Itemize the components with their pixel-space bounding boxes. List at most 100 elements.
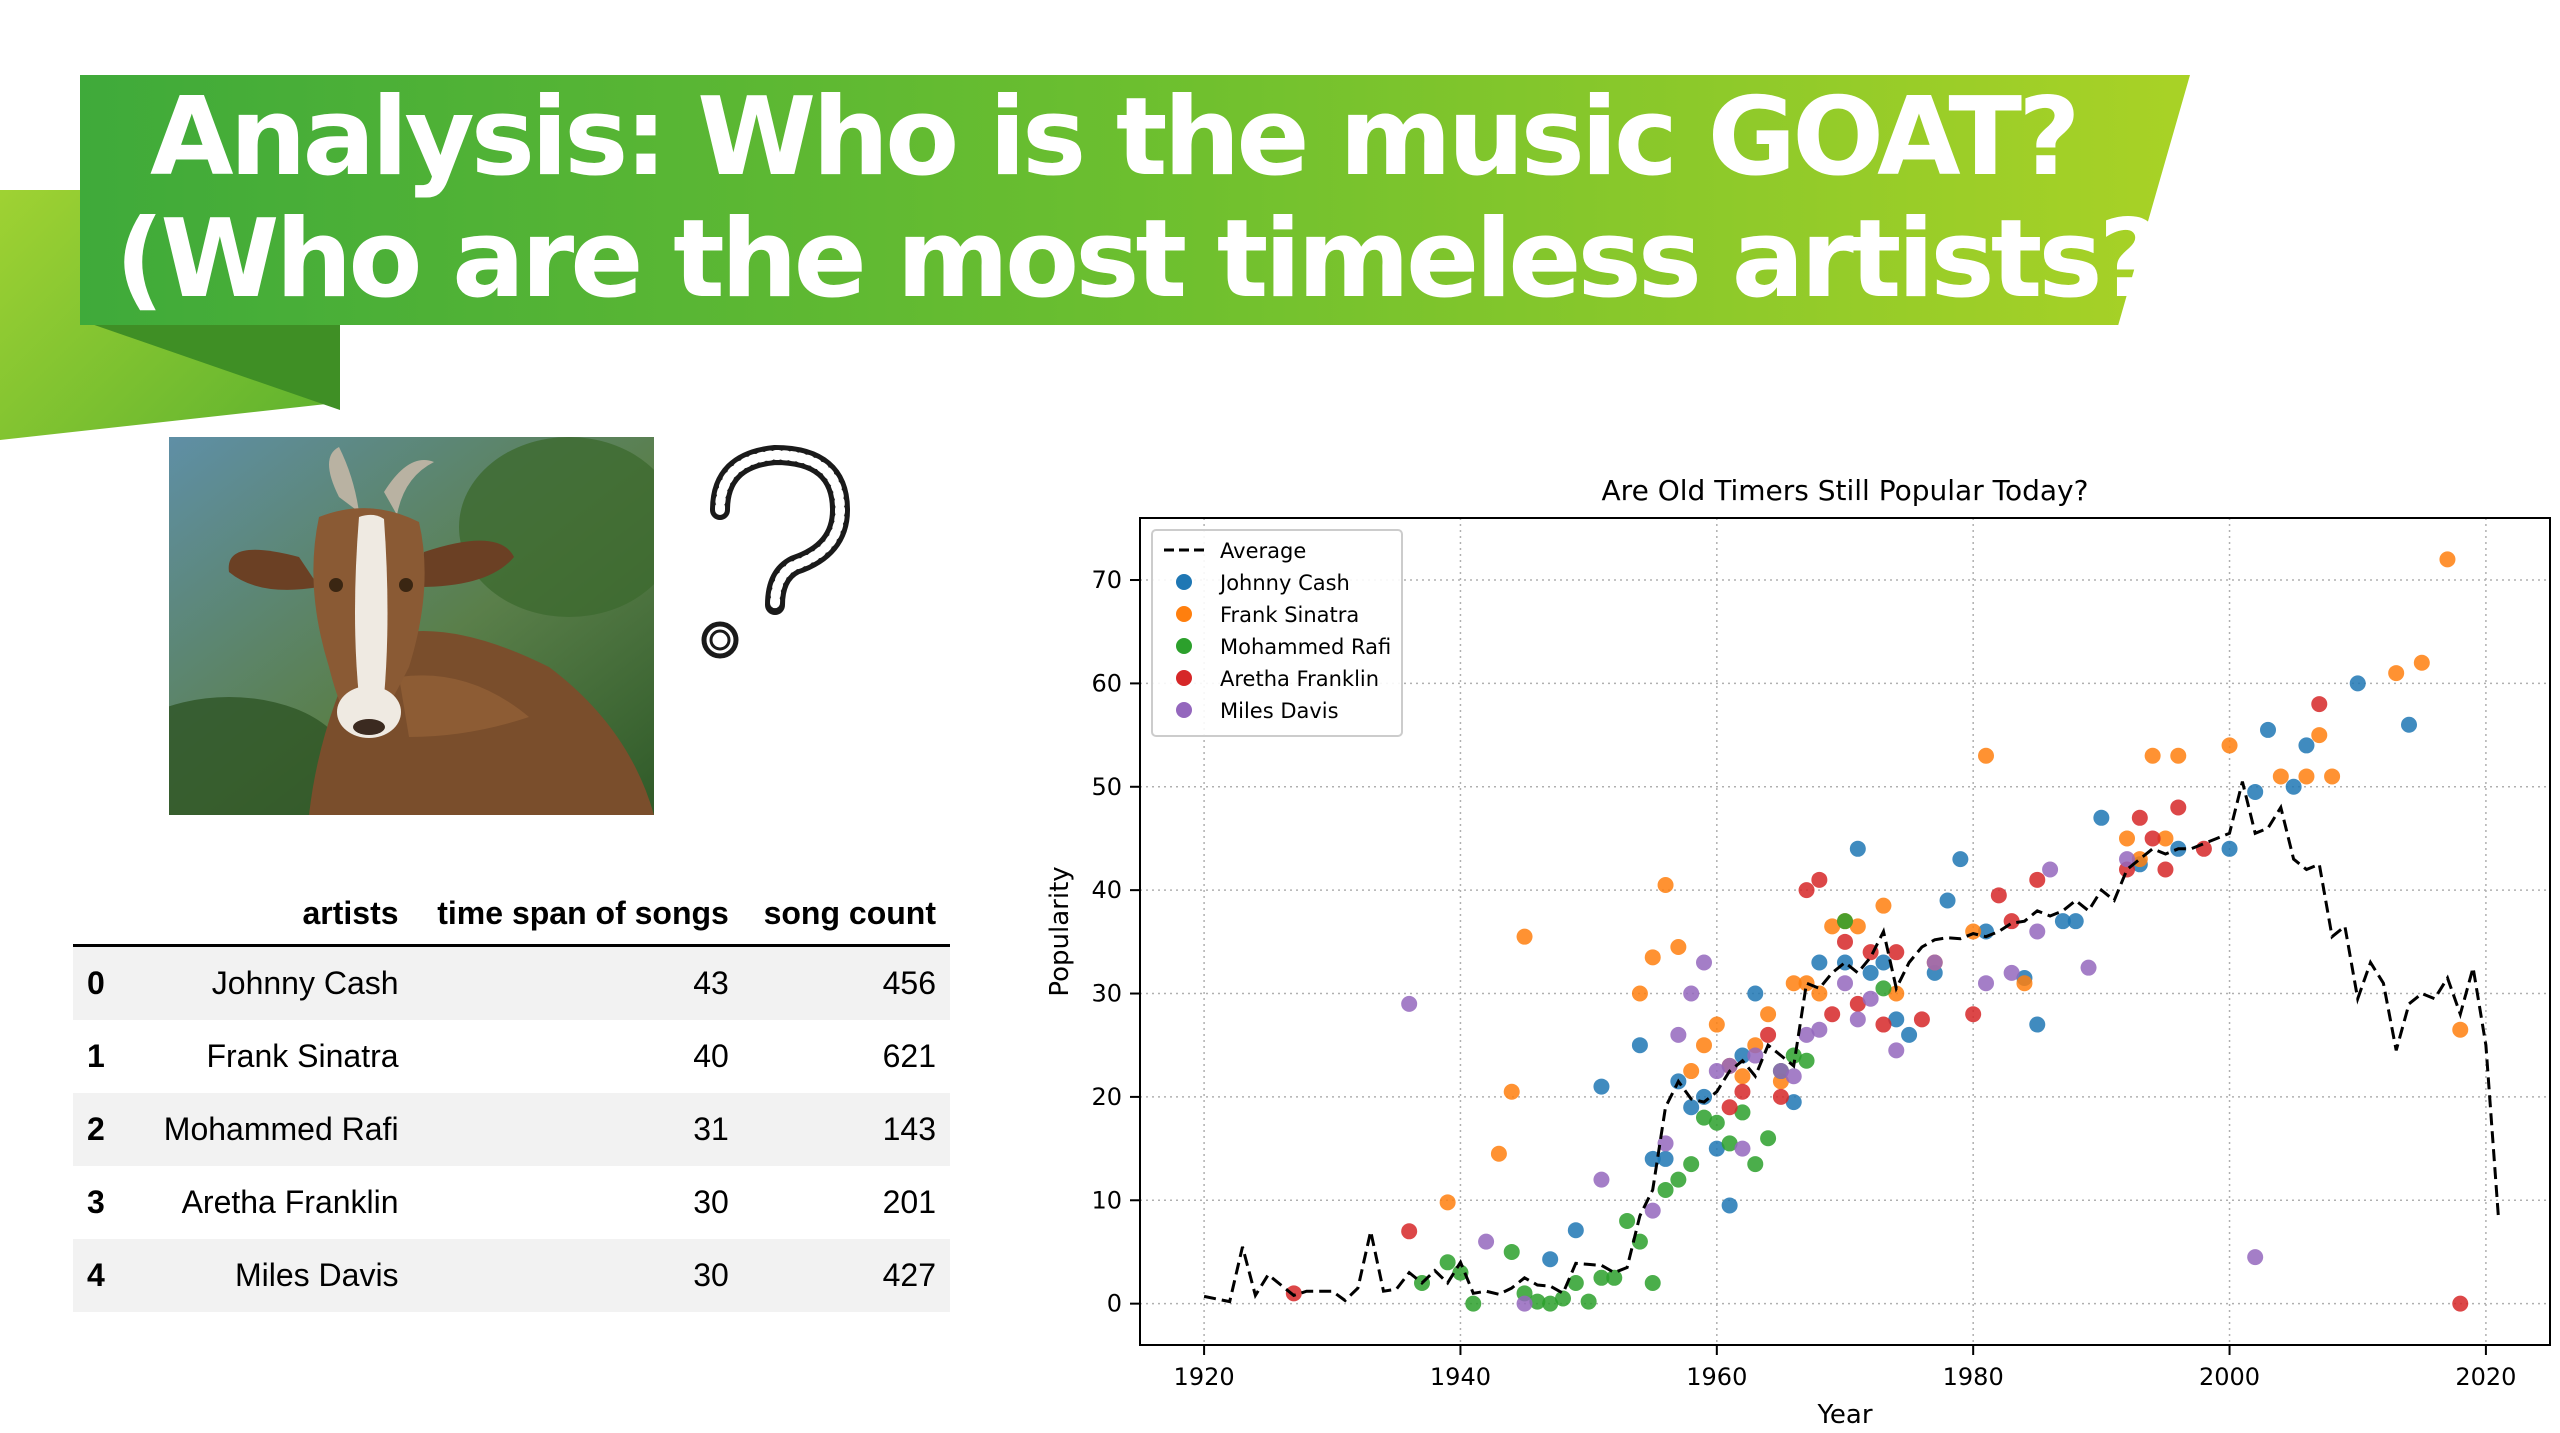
- y-tick-label: 0: [1107, 1290, 1122, 1318]
- scatter-point: [1683, 985, 1700, 1002]
- time-span-cell: 30: [693, 1257, 729, 1293]
- table-row: 1 Frank Sinatra 40 621: [73, 1020, 950, 1093]
- row-index: 3: [87, 1184, 105, 1220]
- index-header: [73, 885, 141, 946]
- scatter-point: [1734, 1068, 1751, 1085]
- scatter-point: [1593, 1171, 1610, 1188]
- legend-label: Frank Sinatra: [1220, 603, 1359, 627]
- scatter-point: [1747, 1047, 1764, 1064]
- scatter-point: [1888, 1011, 1905, 1028]
- x-axis-label: Year: [1816, 1400, 1872, 1430]
- x-tick-label: 1920: [1174, 1363, 1235, 1391]
- scatter-point: [1593, 1078, 1610, 1095]
- scatter-point: [1837, 913, 1853, 930]
- plot-frame: [1139, 517, 2551, 1346]
- legend-dot-marker: [1176, 702, 1192, 718]
- row-index: 2: [87, 1111, 105, 1147]
- scatter-point: [1734, 1047, 1751, 1064]
- scatter-point: [2272, 768, 2289, 785]
- scatter-point: [1721, 1099, 1738, 1116]
- scatter-point: [1529, 1293, 1546, 1310]
- scatter-point: [2388, 665, 2405, 682]
- scatter-point: [1490, 1145, 1507, 1162]
- scatter-point: [1644, 1202, 1661, 1219]
- scatter-point: [2144, 830, 2161, 847]
- scatter-point: [1708, 1063, 1725, 1080]
- scatter-point: [2413, 654, 2430, 671]
- scatter-point: [1875, 897, 1892, 914]
- scatter-point: [1708, 1140, 1725, 1157]
- scatter-point: [1824, 918, 1841, 935]
- scatter-point: [2452, 1021, 2469, 1038]
- scatter-point: [1696, 1037, 1712, 1054]
- scatter-point: [1760, 1130, 1777, 1147]
- scatter-point: [1965, 1006, 1982, 1023]
- scatter-point: [1516, 928, 1533, 945]
- scatter-point: [1939, 892, 1956, 909]
- scatter-point: [2157, 830, 2174, 847]
- row-index: 0: [87, 965, 105, 1001]
- question-mark-icon: [680, 440, 865, 670]
- scatter-point: [1849, 840, 1866, 857]
- scatter-point: [2016, 975, 2033, 992]
- scatter-point: [1760, 1026, 1777, 1043]
- scatter-point: [1760, 1006, 1777, 1023]
- scatter-point: [1503, 1083, 1520, 1100]
- scatter-point: [1875, 954, 1892, 971]
- scatter-point: [1811, 871, 1828, 888]
- scatter-point: [1734, 1140, 1751, 1157]
- artist-cell: Miles Davis: [234, 1257, 399, 1293]
- scatter-point: [1875, 1016, 1892, 1033]
- scatter-point: [2439, 551, 2456, 568]
- scatter-point: [1978, 747, 1994, 764]
- scatter-point: [1785, 1047, 1802, 1064]
- y-tick-label: 70: [1091, 566, 1122, 594]
- scatter-point: [2029, 1016, 2046, 1033]
- scatter-point: [1631, 985, 1648, 1002]
- scatter-point: [1772, 1088, 1789, 1105]
- y-tick-label: 20: [1091, 1083, 1122, 1111]
- artist-cell: Mohammed Rafi: [163, 1111, 399, 1147]
- scatter-point: [1670, 1171, 1687, 1188]
- time-span-cell: 31: [693, 1111, 729, 1147]
- scatter-point: [1683, 1063, 1700, 1080]
- scatter-point: [1631, 1037, 1648, 1054]
- scatter-point: [1439, 1194, 1456, 1211]
- scatter-point: [1837, 933, 1853, 950]
- scatter-point: [1862, 964, 1879, 981]
- scatter-point: [1798, 975, 1815, 992]
- table-row: 4 Miles Davis 30 427: [73, 1239, 950, 1312]
- column-header-artists: artists: [302, 895, 399, 931]
- y-tick-label: 10: [1091, 1186, 1122, 1214]
- scatter-point: [2298, 768, 2315, 785]
- scatter-point: [2221, 840, 2238, 857]
- table-row: 3 Aretha Franklin 30 201: [73, 1166, 950, 1239]
- song-count-cell: 621: [882, 1038, 936, 1074]
- scatter-point: [1990, 887, 2007, 904]
- scatter-point: [1721, 1135, 1738, 1152]
- scatter-point: [1811, 985, 1828, 1002]
- y-tick-label: 60: [1091, 669, 1122, 697]
- scatter-point: [1888, 985, 1905, 1002]
- scatter-point: [1849, 995, 1866, 1012]
- scatter-point: [2003, 964, 2020, 981]
- scatter-point: [1683, 1099, 1700, 1116]
- scatter-point: [1503, 1243, 1520, 1260]
- scatter-point: [1811, 954, 1828, 971]
- x-tick-label: 2000: [2199, 1363, 2260, 1391]
- scatter-point: [1683, 1156, 1700, 1173]
- table-header-row: artists time span of songs song count: [73, 885, 950, 946]
- scatter-point: [1465, 1295, 1482, 1312]
- scatter-point: [1670, 1026, 1687, 1043]
- x-tick-label: 1980: [1943, 1363, 2004, 1391]
- scatter-point: [1837, 975, 1853, 992]
- scatter-point: [2195, 840, 2212, 857]
- scatter-point: [1747, 1156, 1764, 1173]
- title-banner: [80, 75, 2190, 325]
- scatter-point: [1670, 939, 1687, 956]
- scatter-point: [1644, 949, 1661, 966]
- scatter-point: [1439, 1254, 1456, 1271]
- legend-label: Johnny Cash: [1218, 571, 1350, 595]
- scatter-point: [2131, 809, 2148, 826]
- scatter-point: [2080, 959, 2097, 976]
